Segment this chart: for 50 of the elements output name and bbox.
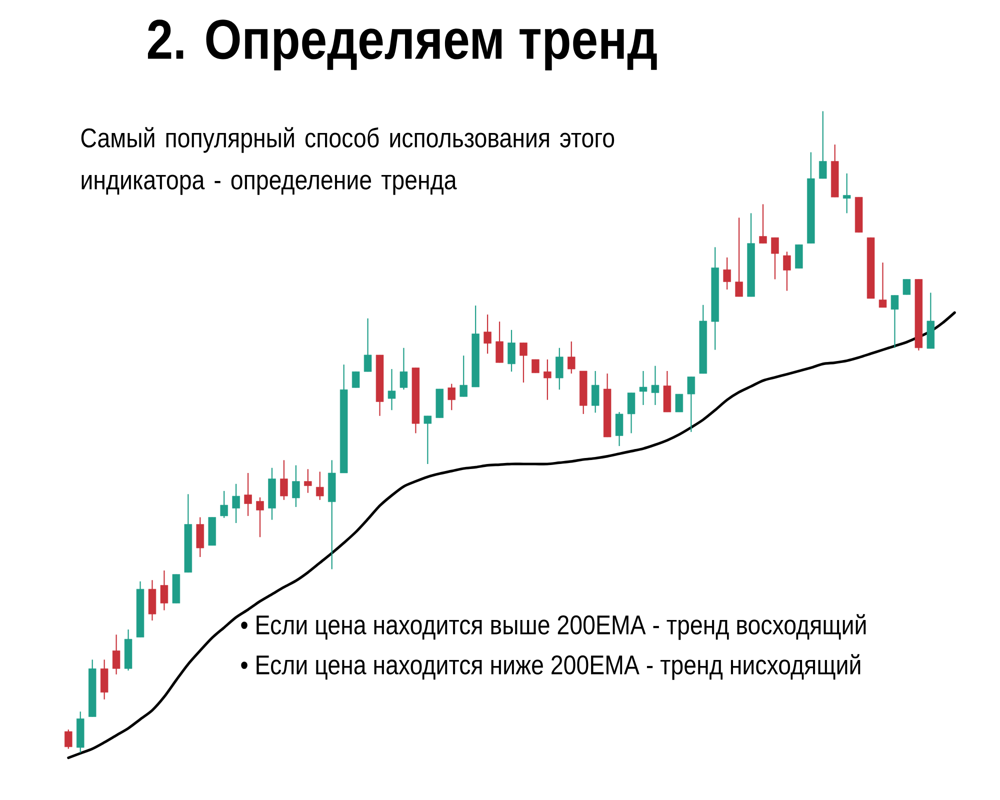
candlestick [352,371,360,388]
candlestick [687,376,696,432]
candlestick [424,415,432,465]
candlestick [544,358,552,400]
candlestick [902,278,911,296]
annotation: • Если цена находится выше 200EMA - тренд восходящий [241,614,866,640]
candlestick [771,237,779,280]
candlestick [520,342,528,384]
candlestick [280,460,288,500]
annotation: Самый популярный способ использования этого индикатора - определение тренда [81,127,614,195]
candlestick [532,358,540,374]
candlestick [256,496,264,538]
candlestick [364,318,372,372]
candlestick [484,314,492,354]
candlestick [723,256,731,290]
candlestick [651,365,660,406]
candlestick [244,472,252,517]
candlestick [615,411,624,447]
candlestick [878,262,887,308]
candlestick [316,471,324,500]
candlestick [112,634,120,675]
candlestick [890,294,899,348]
annotation: • Если цена находится ниже 200EMA - тренд нисходящий [241,654,860,680]
candlestick [568,340,576,374]
candlestick [496,321,504,364]
candlestick [639,370,648,406]
candlestick [759,204,767,244]
candlestick [735,217,743,298]
candlestick [220,490,228,518]
candlestick [842,172,851,214]
candlestick [400,347,408,390]
candlestick [627,392,636,434]
candlestick [448,383,456,411]
candlestick [232,483,240,524]
candlestick [196,516,204,558]
candlestick [783,251,791,292]
candlestick [292,464,300,508]
candlestick [460,355,468,398]
candlestick [100,659,108,700]
candlestick [508,329,516,372]
candlestick [819,110,827,180]
candlestick [160,570,168,611]
chart-title: 2. Определяем тренд [148,20,657,70]
candlestick [675,394,684,413]
candlestick [388,368,396,411]
candlestick [556,347,564,390]
candlestick [591,370,600,414]
candlestick [304,468,312,494]
candlestick [64,729,72,750]
candlestick [795,244,803,269]
